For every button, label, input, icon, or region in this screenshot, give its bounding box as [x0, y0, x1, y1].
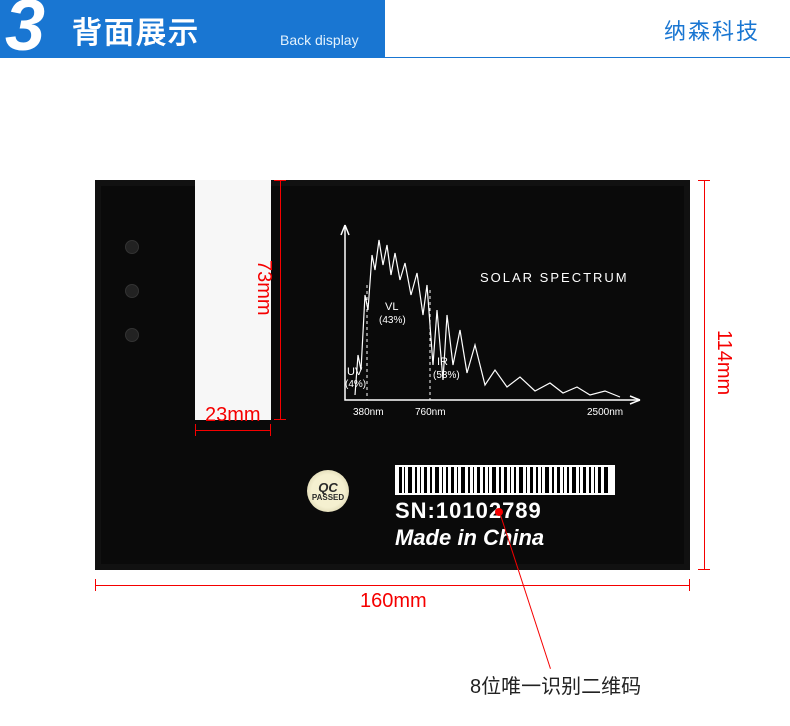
- spectrum-svg: 380nm 760nm 2500nm UV (4%) VL (43%) IR (…: [325, 215, 655, 425]
- section-title: 背面展示: [72, 8, 200, 52]
- ir-label: IR: [437, 356, 448, 368]
- vl-pct: (43%): [379, 315, 406, 326]
- serial-number: SN:10102789: [395, 498, 542, 524]
- dim-73mm: 73mm: [252, 260, 275, 316]
- uv-label: UV: [347, 366, 363, 378]
- graph-title: SOLAR SPECTRUM: [480, 270, 629, 285]
- callout-text: 8位唯一识别二维码: [470, 670, 641, 699]
- dim-line-160: [95, 585, 690, 586]
- tick-2500: 2500nm: [587, 407, 623, 418]
- dim-line-23: [195, 430, 271, 431]
- tick-760: 760nm: [415, 407, 446, 418]
- product-photo: SOLAR SPECTRUM 380nm 760nm 2500nm UV (4%…: [95, 180, 690, 570]
- ir-pct: (53%): [433, 370, 460, 381]
- solar-spectrum-graph: SOLAR SPECTRUM 380nm 760nm 2500nm UV (4%…: [325, 215, 655, 428]
- tick-380: 380nm: [353, 407, 384, 418]
- barcode: [395, 465, 615, 495]
- dim-line-73: [280, 180, 281, 420]
- made-in-china: Made in China: [395, 525, 544, 551]
- qc-passed-sticker: QC PASSED: [307, 470, 349, 512]
- section-subtitle: Back display: [280, 32, 359, 48]
- dim-114mm: 114mm: [712, 330, 735, 395]
- device-body: SOLAR SPECTRUM 380nm 760nm 2500nm UV (4%…: [95, 180, 690, 570]
- mounting-holes: [125, 210, 139, 372]
- uv-pct: (4%): [345, 379, 366, 390]
- header-underline: [0, 57, 790, 58]
- dim-line-114: [704, 180, 705, 570]
- section-number: 3: [5, 0, 45, 67]
- dim-23mm: 23mm: [205, 404, 261, 427]
- vl-label: VL: [385, 301, 398, 313]
- dim-160mm: 160mm: [360, 590, 427, 613]
- brand-name: 纳森科技: [664, 14, 760, 46]
- header-banner: 3 背面展示 Back display 纳森科技: [0, 0, 790, 60]
